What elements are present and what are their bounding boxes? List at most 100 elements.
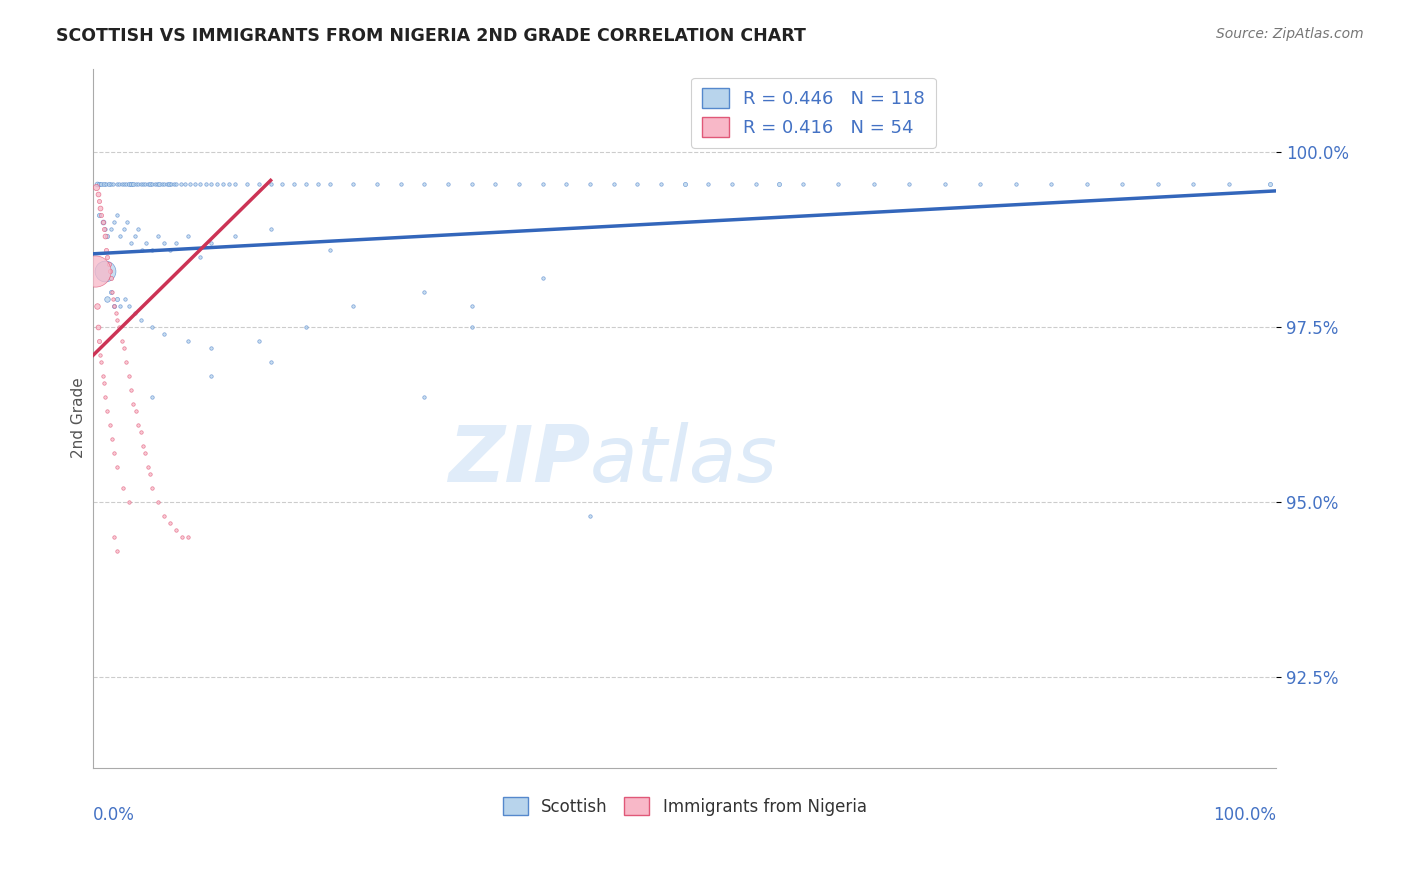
Point bbox=[531, 271, 554, 285]
Point bbox=[218, 177, 240, 191]
Point bbox=[91, 369, 114, 384]
Point bbox=[100, 222, 122, 236]
Point bbox=[132, 439, 155, 453]
Point bbox=[461, 177, 484, 191]
Point bbox=[319, 244, 342, 258]
Point bbox=[259, 355, 281, 369]
Point bbox=[863, 177, 886, 191]
Point bbox=[188, 177, 211, 191]
Point bbox=[389, 177, 412, 191]
Point bbox=[93, 177, 115, 191]
Point bbox=[150, 177, 173, 191]
Point bbox=[118, 299, 141, 313]
Point bbox=[87, 177, 110, 191]
Point bbox=[93, 222, 115, 236]
Point bbox=[91, 215, 114, 229]
Point bbox=[1005, 177, 1028, 191]
Point bbox=[129, 425, 152, 439]
Point bbox=[108, 320, 131, 334]
Point bbox=[132, 177, 155, 191]
Point bbox=[101, 285, 124, 300]
Point bbox=[127, 177, 149, 191]
Point bbox=[508, 177, 530, 191]
Point bbox=[141, 177, 163, 191]
Point bbox=[90, 208, 112, 222]
Point bbox=[342, 177, 364, 191]
Point bbox=[259, 177, 281, 191]
Point bbox=[136, 177, 159, 191]
Point bbox=[461, 320, 484, 334]
Point bbox=[124, 306, 146, 320]
Point bbox=[1146, 177, 1168, 191]
Point bbox=[579, 177, 602, 191]
Point bbox=[87, 320, 110, 334]
Point bbox=[87, 194, 110, 209]
Point bbox=[1040, 177, 1063, 191]
Point bbox=[319, 177, 342, 191]
Point bbox=[105, 177, 128, 191]
Point bbox=[1218, 177, 1240, 191]
Point bbox=[98, 418, 121, 433]
Point bbox=[1258, 177, 1281, 191]
Text: 0.0%: 0.0% bbox=[93, 806, 135, 824]
Point bbox=[127, 418, 149, 433]
Point bbox=[200, 369, 222, 384]
Point bbox=[105, 208, 128, 222]
Point bbox=[141, 244, 163, 258]
Point bbox=[94, 390, 117, 404]
Point bbox=[111, 481, 134, 495]
Point bbox=[86, 299, 108, 313]
Point bbox=[153, 327, 176, 342]
Point bbox=[153, 177, 176, 191]
Point bbox=[112, 222, 135, 236]
Point bbox=[129, 313, 152, 327]
Point bbox=[165, 236, 187, 251]
Point bbox=[307, 177, 329, 191]
Y-axis label: 2nd Grade: 2nd Grade bbox=[72, 377, 86, 458]
Point bbox=[94, 264, 117, 278]
Point bbox=[105, 313, 128, 327]
Point bbox=[626, 177, 648, 191]
Point bbox=[129, 177, 152, 191]
Point bbox=[768, 177, 790, 191]
Point bbox=[155, 177, 177, 191]
Point bbox=[110, 299, 132, 313]
Point bbox=[650, 177, 672, 191]
Point bbox=[177, 229, 200, 244]
Point bbox=[87, 208, 110, 222]
Point bbox=[179, 177, 201, 191]
Point bbox=[744, 177, 766, 191]
Point bbox=[247, 334, 270, 349]
Point bbox=[212, 177, 235, 191]
Point bbox=[484, 177, 506, 191]
Point bbox=[104, 306, 127, 320]
Point bbox=[96, 177, 118, 191]
Point bbox=[188, 250, 211, 264]
Point bbox=[103, 446, 125, 460]
Point bbox=[118, 495, 141, 509]
Point bbox=[555, 177, 578, 191]
Text: 100.0%: 100.0% bbox=[1213, 806, 1277, 824]
Point bbox=[413, 390, 436, 404]
Point bbox=[224, 229, 246, 244]
Point bbox=[96, 292, 118, 306]
Point bbox=[120, 177, 142, 191]
Point bbox=[91, 215, 114, 229]
Point bbox=[934, 177, 956, 191]
Point bbox=[236, 177, 259, 191]
Point bbox=[153, 508, 176, 523]
Point bbox=[131, 244, 153, 258]
Point bbox=[124, 229, 146, 244]
Point bbox=[207, 177, 229, 191]
Point bbox=[295, 177, 318, 191]
Point bbox=[112, 341, 135, 355]
Point bbox=[259, 222, 281, 236]
Point bbox=[283, 177, 305, 191]
Point bbox=[87, 187, 110, 202]
Point bbox=[174, 177, 197, 191]
Point bbox=[602, 177, 624, 191]
Text: atlas: atlas bbox=[591, 422, 778, 498]
Point bbox=[103, 292, 125, 306]
Point bbox=[100, 285, 122, 300]
Point bbox=[148, 177, 170, 191]
